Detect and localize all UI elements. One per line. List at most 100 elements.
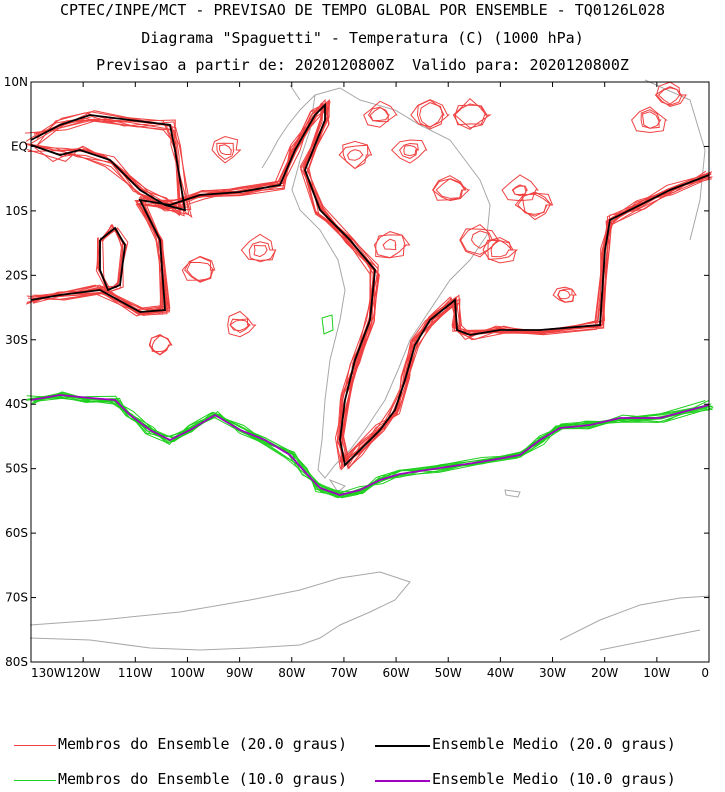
lon-tick-label: 130W: [31, 666, 66, 680]
lat-tick-label: 40S: [5, 397, 28, 411]
member-20-blob: [521, 193, 553, 217]
plot-frame: [30, 81, 710, 663]
member-20-blob: [657, 87, 681, 105]
member-20-blob: [435, 178, 466, 199]
member-20-blob: [375, 234, 411, 259]
member-20-blob: [369, 107, 391, 122]
lat-tick-label: 10S: [5, 204, 28, 218]
member-20-blob: [403, 144, 420, 157]
member-20-blob: [487, 237, 519, 260]
member-20-blob: [517, 191, 553, 215]
legend-label-members-10: Membros do Ensemble (10.0 graus): [58, 770, 347, 788]
lat-tick-label: 20S: [5, 268, 28, 282]
map-title-line3: Previsao a partir de: 2020120800Z Valido…: [96, 56, 629, 74]
member-10-line: [31, 396, 707, 499]
member-20-blob: [229, 318, 252, 334]
lat-tick-label: 30S: [5, 333, 28, 347]
member-20-blob: [219, 144, 232, 156]
legend-line-members-10: [14, 780, 56, 781]
lon-tick-label: 90W: [226, 666, 253, 680]
mean-20-loop: [30, 114, 187, 212]
member-10-blob: [321, 314, 334, 335]
lon-tick-label: 30W: [539, 666, 566, 680]
member-20-blob: [470, 230, 494, 249]
member-20-blob: [410, 99, 451, 128]
member-20-loop: [97, 227, 129, 291]
mean-20-contour: [30, 102, 710, 467]
members-10-contours: [26, 314, 714, 499]
member-20-blob: [184, 256, 214, 283]
lat-tick-label: EQ: [11, 139, 28, 153]
lon-tick-label: 100W: [170, 666, 205, 680]
member-20-blob: [459, 223, 499, 255]
member-20-blob: [227, 310, 257, 338]
member-20-blob: [367, 106, 389, 123]
legend-line-members-20: [14, 745, 56, 746]
member-20-blob: [640, 109, 660, 129]
lon-tick-label: 50W: [435, 666, 462, 680]
mean-10-line: [30, 394, 710, 496]
members-20-contours: [24, 81, 713, 471]
member-20-blob: [151, 335, 172, 353]
mean-20-loop: [99, 226, 126, 292]
member-20-blob: [454, 103, 487, 126]
lon-tick-label: 60W: [383, 666, 410, 680]
lon-tick-label: 20W: [591, 666, 618, 680]
member-20-blob: [654, 86, 683, 106]
legend-line-mean-10: [375, 780, 430, 782]
member-20-blob: [253, 244, 268, 258]
member-20-blob: [229, 319, 251, 332]
member-20-blob: [382, 238, 397, 251]
member-20-blob: [501, 174, 539, 202]
member-20-blob: [363, 100, 398, 128]
member-20-blob: [512, 185, 529, 196]
coastlines: [29, 79, 711, 651]
member-20-loop: [25, 111, 192, 212]
lon-tick-label: 70W: [330, 666, 357, 680]
member-20-blob: [216, 142, 235, 160]
lon-tick-label: 110W: [118, 666, 153, 680]
lon-tick-label: 0: [701, 666, 709, 680]
member-20-loop: [27, 116, 180, 217]
member-20-loop: [25, 115, 180, 215]
lon-tick-label: 120W: [66, 666, 101, 680]
legend-line-mean-20: [375, 745, 430, 747]
legend-label-mean-20: Ensemble Medio (20.0 graus): [432, 735, 676, 753]
mean-10-contour: [30, 394, 710, 496]
lon-tick-label: 80W: [278, 666, 305, 680]
member-20-loop: [34, 117, 182, 216]
member-20-line: [34, 99, 711, 463]
member-20-blob: [490, 239, 513, 258]
legend-label-mean-10: Ensemble Medio (10.0 graus): [432, 770, 676, 788]
member-20-blob: [416, 99, 445, 130]
lat-tick-label: 10N: [4, 75, 28, 89]
member-20-blob: [552, 286, 577, 303]
lon-tick-label: 40W: [487, 666, 514, 680]
map-title-line2: Diagrama "Spaguetti" - Temperatura (C) (…: [141, 29, 584, 47]
member-20-blob: [482, 239, 517, 264]
member-20-blob: [211, 135, 242, 164]
lat-tick-label: 70S: [5, 591, 28, 605]
member-20-blob: [148, 334, 173, 356]
member-20-blob: [432, 178, 471, 201]
lat-tick-label: 80S: [5, 655, 28, 669]
member-20-loop: [101, 223, 124, 294]
legend-label-members-20: Membros do Ensemble (20.0 graus): [58, 735, 347, 753]
mean-20-line: [30, 102, 710, 467]
member-20-blob: [631, 106, 668, 134]
member-20-line: [26, 106, 711, 464]
member-20-loop: [26, 118, 189, 210]
member-20-blob: [338, 144, 373, 170]
member-20-line: [27, 104, 710, 463]
member-20-line: [26, 103, 712, 464]
member-20-blob: [514, 192, 554, 221]
lat-tick-label: 60S: [5, 526, 28, 540]
lat-tick-label: 50S: [5, 462, 28, 476]
member-20-blob: [452, 98, 492, 130]
member-20-blob: [390, 139, 428, 164]
map-title-line1: CPTEC/INPE/MCT - PREVISAO DE TEMPO GLOBA…: [59, 1, 666, 19]
member-20-blob: [454, 104, 489, 129]
member-20-blob: [641, 111, 662, 129]
